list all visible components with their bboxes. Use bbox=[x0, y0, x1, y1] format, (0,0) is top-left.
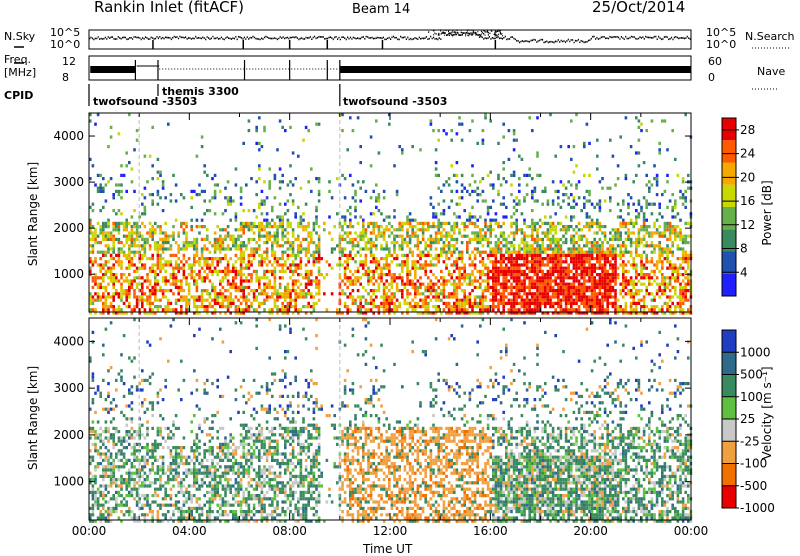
velocity-colorbar-tick-label: -25 bbox=[740, 434, 760, 448]
velocity-colorbar-tick-label: -500 bbox=[740, 479, 767, 493]
y-tick-label: 4000 bbox=[53, 129, 84, 143]
power-colorbar-swatch bbox=[722, 252, 736, 274]
noise-sky-trace bbox=[89, 33, 691, 43]
freq-band-2 bbox=[340, 66, 691, 73]
velocity-colorbar-swatch bbox=[722, 330, 736, 352]
velocity-colorbar-tick-label: 1000 bbox=[740, 345, 771, 359]
power-colorbar-swatch bbox=[722, 163, 736, 185]
velocity-colorbar-tick-label: -1000 bbox=[740, 501, 775, 515]
y-tick-label: 3000 bbox=[53, 175, 84, 189]
velocity-colorbar-swatch bbox=[722, 419, 736, 441]
power-colorbar-swatch bbox=[722, 207, 736, 229]
velocity-colorbar-swatch bbox=[722, 464, 736, 486]
velocity-colorbar-swatch bbox=[722, 397, 736, 419]
x-tick-label: 00:00 bbox=[72, 524, 107, 538]
power-heatmap bbox=[89, 113, 692, 315]
y-tick-label: 4000 bbox=[53, 334, 84, 348]
velocity-colorbar-swatch bbox=[722, 352, 736, 374]
power-colorbar-swatch bbox=[722, 140, 736, 162]
power-colorbar-tick-label: 4 bbox=[740, 265, 748, 279]
velocity-colorbar-tick-label: 25 bbox=[740, 412, 755, 426]
power-colorbar-tick-label: 16 bbox=[740, 194, 755, 208]
y-tick-label: 2000 bbox=[53, 428, 84, 442]
y-tick-label: 2000 bbox=[53, 221, 84, 235]
y-tick-label: 1000 bbox=[53, 475, 84, 489]
power-colorbar-tick-label: 24 bbox=[740, 147, 755, 161]
power-colorbar-tick-label: 28 bbox=[740, 123, 755, 137]
power-colorbar-swatch bbox=[722, 185, 736, 207]
x-tick-label: 08:00 bbox=[272, 524, 307, 538]
power-colorbar-swatch bbox=[722, 274, 736, 296]
velocity-colorbar-tick-label: -100 bbox=[740, 457, 767, 471]
velocity-colorbar-swatch bbox=[722, 441, 736, 463]
x-tick-label: 04:00 bbox=[172, 524, 207, 538]
x-tick-label: 00:00 bbox=[674, 524, 709, 538]
freq-band-1 bbox=[90, 66, 135, 73]
y-tick-label: 1000 bbox=[53, 267, 84, 281]
power-colorbar-swatch bbox=[722, 118, 736, 140]
x-tick-label: 12:00 bbox=[373, 524, 408, 538]
velocity-heatmap bbox=[89, 318, 692, 523]
power-colorbar-tick-label: 12 bbox=[740, 218, 755, 232]
velocity-colorbar-tick-label: 100 bbox=[740, 390, 763, 404]
x-tick-label: 16:00 bbox=[473, 524, 508, 538]
velocity-colorbar-swatch bbox=[722, 486, 736, 508]
y-tick-label: 3000 bbox=[53, 381, 84, 395]
x-tick-label: 20:00 bbox=[573, 524, 608, 538]
power-colorbar-tick-label: 8 bbox=[740, 242, 748, 256]
power-colorbar-tick-label: 20 bbox=[740, 170, 755, 184]
velocity-colorbar-tick-label: 500 bbox=[740, 368, 763, 382]
velocity-colorbar-swatch bbox=[722, 375, 736, 397]
